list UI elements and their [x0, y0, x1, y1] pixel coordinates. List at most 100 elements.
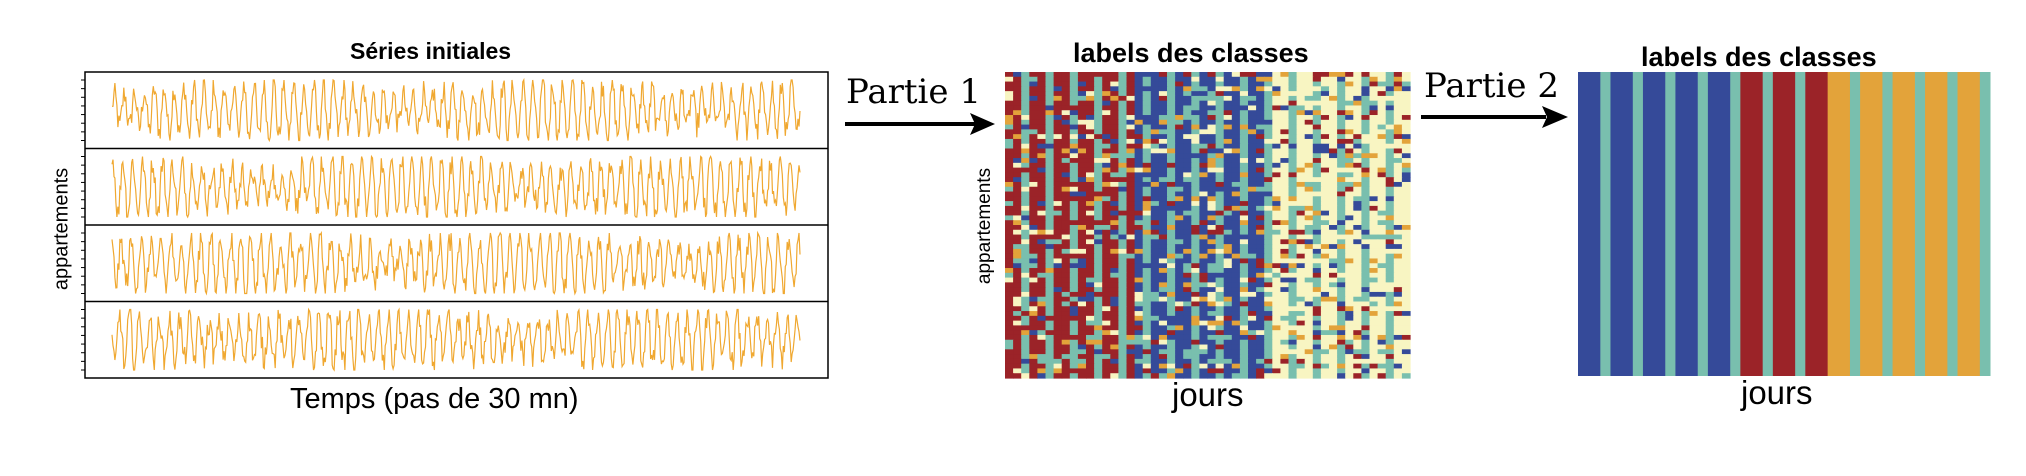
heatmap-cell [1150, 81, 1160, 87]
heatmap-cell [1264, 311, 1273, 317]
heatmap-cell [1126, 258, 1136, 264]
heatmap-cell [1231, 373, 1241, 379]
heatmap-cell [1134, 205, 1144, 212]
heatmap-cell [1312, 105, 1322, 111]
heatmap-cell [1158, 201, 1168, 207]
heatmap-cell [1167, 263, 1176, 269]
heatmap-cell [1304, 244, 1314, 250]
heatmap-cell [1175, 277, 1184, 283]
heatmap-cell [1377, 315, 1387, 322]
heatmap-cell [1021, 181, 1030, 188]
heatmap-cell [1037, 344, 1047, 350]
heatmap-cell [1061, 86, 1071, 92]
heatmap-cell [1150, 86, 1160, 92]
heatmap-cell [1077, 215, 1087, 221]
heatmap-cell [1337, 229, 1346, 236]
heatmap-cell [1256, 334, 1265, 341]
heatmap-cell [1150, 220, 1160, 226]
heatmap-cell [1401, 143, 1411, 150]
heatmap-cell [1167, 95, 1176, 102]
heatmap-cell [1345, 263, 1354, 269]
heatmap-cell [1361, 196, 1371, 202]
heatmap-cell [1239, 296, 1249, 303]
heatmap-cell [1013, 239, 1022, 245]
heatmap-cell [1272, 225, 1281, 231]
heatmap-cell [1021, 177, 1030, 183]
heatmap-cell [1320, 220, 1330, 226]
heatmap-cell [1094, 177, 1103, 183]
heatmap-cell [1304, 248, 1314, 255]
heatmap-cell [1329, 248, 1338, 255]
heatmap-cell [1158, 76, 1168, 83]
heatmap-cell [1191, 258, 1200, 264]
heatmap-cell [1264, 115, 1273, 121]
heatmap-cell [1102, 248, 1111, 255]
heatmap-cell [1061, 334, 1071, 341]
heatmap-cell [1320, 315, 1330, 322]
heatmap-cell [1045, 248, 1055, 255]
heatmap-cell [1142, 229, 1152, 236]
heatmap-cell [1377, 334, 1387, 341]
heatmap-cell [1086, 282, 1095, 288]
heatmap-cell [1223, 258, 1233, 264]
heatmap-cell [1126, 282, 1136, 288]
heatmap-cell [1045, 272, 1055, 279]
heatmap-cell [1345, 148, 1354, 154]
heatmap-cell [1385, 282, 1395, 288]
heatmap-cell [1231, 181, 1241, 188]
heatmap-cell [1005, 119, 1014, 126]
heatmap-cell [1045, 287, 1055, 293]
heatmap-cell [1377, 373, 1387, 379]
heatmap-cell [1385, 268, 1395, 274]
heatmap-cell [1296, 181, 1306, 188]
heatmap-cell [1175, 282, 1184, 288]
heatmap-cell [1272, 339, 1281, 346]
heatmap-cell [1183, 215, 1192, 221]
heatmap-cell [1191, 162, 1200, 169]
heatmap-cell [1264, 81, 1273, 87]
heatmap-cell [1377, 344, 1387, 350]
heatmap-cell [1021, 320, 1030, 327]
heatmap-cell [1239, 358, 1249, 365]
heatmap-cell [1264, 349, 1273, 355]
heatmap-cell [1401, 229, 1411, 236]
heatmap-cell [1013, 354, 1022, 360]
heatmap-cell [1183, 119, 1192, 126]
heatmap-cell [1207, 258, 1217, 264]
heatmap-cell [1077, 115, 1087, 121]
heatmap-cell [1385, 325, 1395, 331]
heatmap-cell [1029, 201, 1038, 207]
heatmap-cell [1094, 253, 1103, 260]
heatmap-cell [1013, 358, 1022, 365]
heatmap-cell [1353, 100, 1362, 107]
heatmap-cell [1393, 277, 1403, 283]
heatmap-cell [1094, 72, 1103, 78]
heatmap-cell [1215, 134, 1225, 140]
heatmap-cell [1280, 277, 1290, 283]
heatmap-cell [1053, 296, 1063, 303]
heatmap-cell [1077, 315, 1087, 322]
heatmap-cell [1223, 205, 1233, 212]
heatmap-cell [1126, 220, 1136, 226]
heatmap-cell [1053, 181, 1063, 188]
heatmap-cell [1353, 86, 1362, 92]
heatmap-cell [1329, 311, 1338, 317]
heatmap-cell [1102, 229, 1111, 236]
heatmap-cell [1029, 358, 1038, 365]
heatmap-cell [1248, 325, 1257, 331]
heatmap-cell [1118, 81, 1128, 87]
heatmap-cell [1248, 296, 1257, 303]
heatmap-cell [1029, 334, 1038, 341]
heatmap-cell [1401, 81, 1411, 87]
heatmap-cell [1288, 363, 1298, 370]
heatmap-cell [1215, 268, 1225, 274]
heatmap-cell [1272, 263, 1281, 269]
heatmap-cell [1312, 110, 1322, 116]
heatmap-cell [1175, 81, 1184, 87]
heatmap-cell [1361, 225, 1371, 231]
heatmap-cell [1393, 158, 1403, 164]
heatmap-cell [1086, 148, 1095, 154]
heatmap-cell [1199, 210, 1209, 217]
heatmap-cell [1401, 277, 1411, 283]
